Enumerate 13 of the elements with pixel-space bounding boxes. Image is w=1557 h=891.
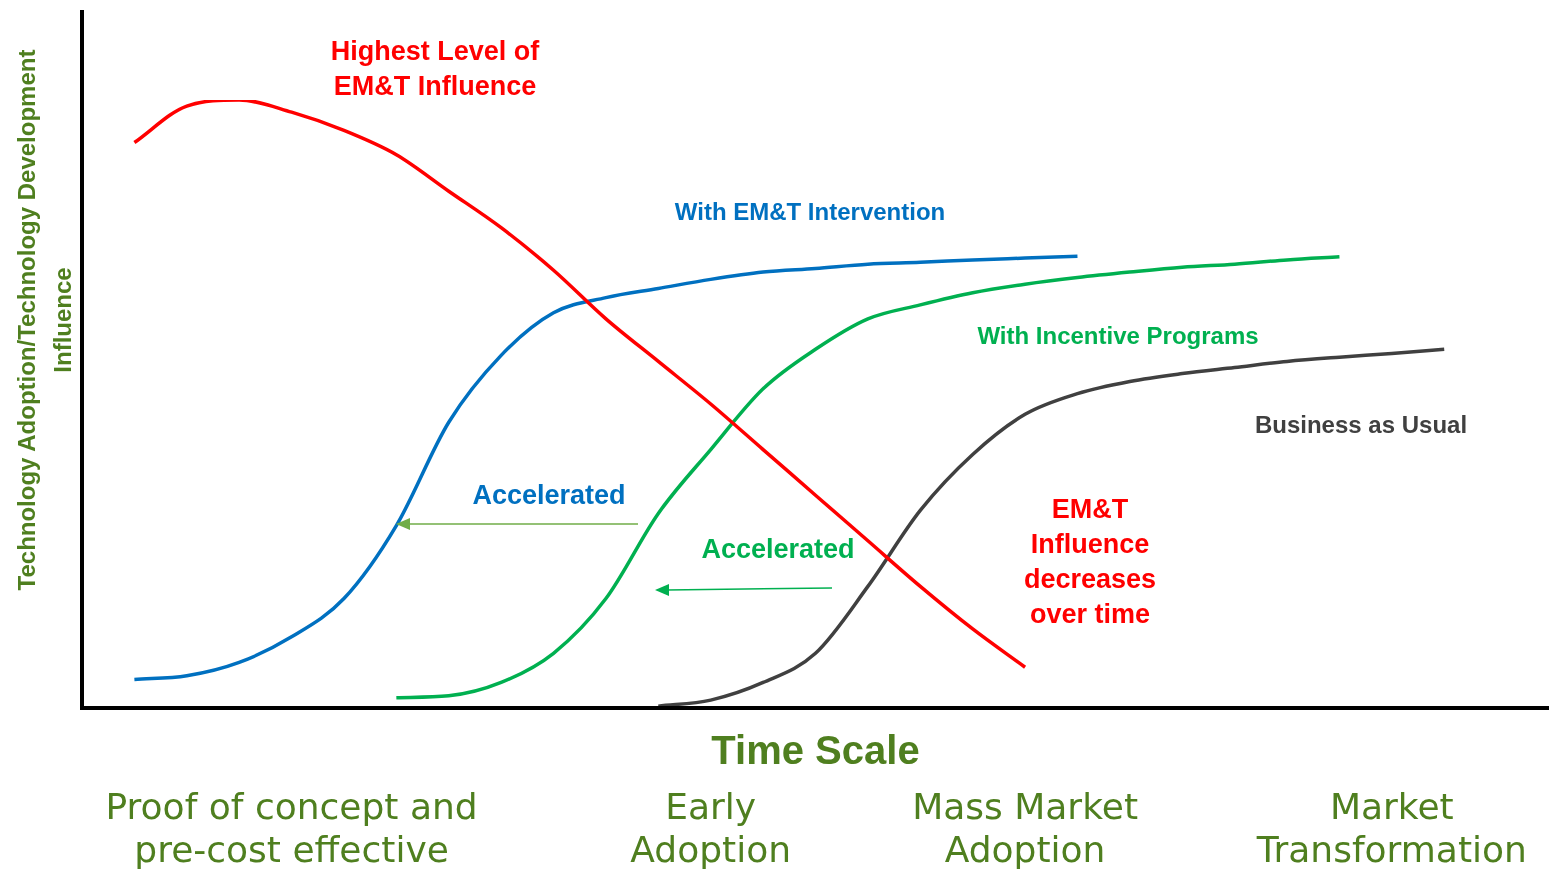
annotation: Accelerated	[472, 480, 626, 511]
series-label: With EM&T Intervention	[674, 197, 946, 225]
annotation: Accelerated	[701, 534, 855, 565]
series-label: With Incentive Programs	[977, 321, 1259, 349]
x-tick-label: Mass Market Adoption	[912, 785, 1138, 871]
x-tick-label: Early Adoption	[630, 785, 792, 871]
series-label: Business as Usual	[1254, 410, 1468, 438]
x-tick-label: Market Transformation	[1255, 785, 1527, 871]
x-tick-label: Proof of concept and pre-cost effective	[105, 785, 478, 871]
annotation: Highest Level of EM&T Influence	[330, 36, 541, 102]
y-axis-title: Technology Adoption/Technology Development Influence	[12, 49, 76, 591]
annotation: EM&T Influence decreases over time	[1023, 494, 1157, 630]
x-axis-title: Time Scale	[711, 728, 920, 773]
